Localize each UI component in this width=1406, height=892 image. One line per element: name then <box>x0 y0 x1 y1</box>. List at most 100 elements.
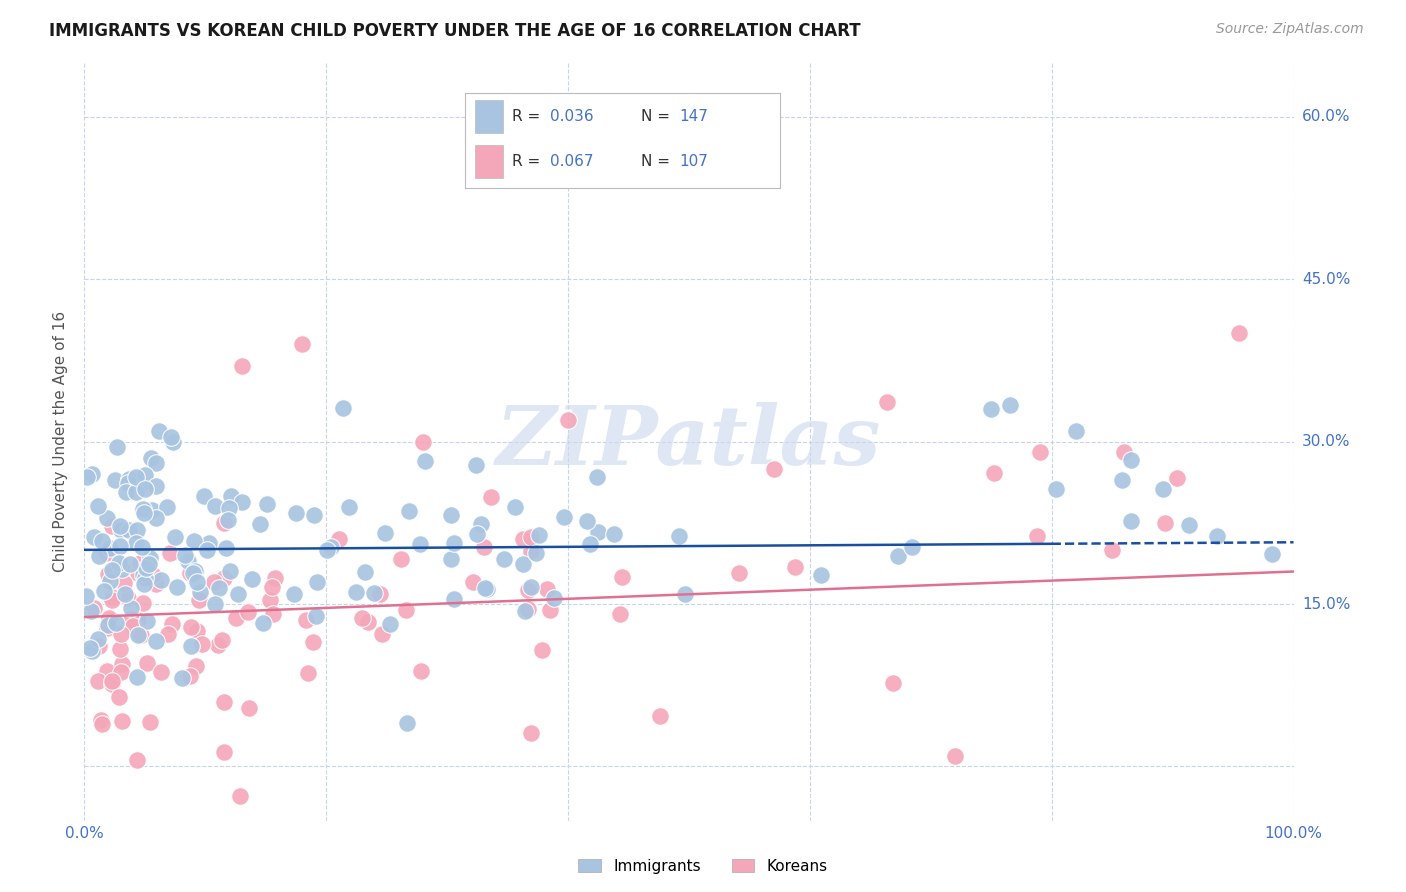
Point <box>98 541 121 555</box>
Point <box>398 504 420 518</box>
Point <box>132 577 155 591</box>
Point <box>135 561 157 575</box>
Point <box>517 602 540 616</box>
Point <box>492 552 515 566</box>
Point <box>97 618 120 632</box>
Point <box>118 557 141 571</box>
Point <box>538 603 561 617</box>
Point <box>187 593 209 607</box>
Point <box>668 528 690 542</box>
Point <box>120 600 142 615</box>
Point <box>557 413 579 427</box>
Point <box>118 523 141 537</box>
Point <box>1101 542 1123 557</box>
Point <box>132 506 155 520</box>
Point <box>225 611 247 625</box>
Point <box>603 527 626 541</box>
Point <box>575 514 598 528</box>
Point <box>98 574 121 588</box>
Point <box>145 511 167 525</box>
Point <box>256 498 278 512</box>
Point <box>578 537 600 551</box>
Point <box>260 580 283 594</box>
Point <box>96 621 118 635</box>
Point <box>395 603 418 617</box>
Point <box>259 592 281 607</box>
Point <box>585 469 607 483</box>
Point <box>108 690 131 704</box>
Point <box>165 530 187 544</box>
Point <box>125 484 148 499</box>
Point <box>186 624 208 639</box>
Point <box>127 566 149 580</box>
Point <box>1227 326 1250 340</box>
Point <box>131 502 153 516</box>
Point <box>179 566 201 580</box>
Point <box>464 458 486 472</box>
Point <box>371 627 394 641</box>
Point <box>108 641 131 656</box>
Point <box>197 536 219 550</box>
Point <box>357 615 380 630</box>
Text: IMMIGRANTS VS KOREAN CHILD POVERTY UNDER THE AGE OF 16 CORRELATION CHART: IMMIGRANTS VS KOREAN CHILD POVERTY UNDER… <box>49 22 860 40</box>
Point <box>882 675 904 690</box>
Point <box>87 673 110 688</box>
Point <box>155 500 177 514</box>
Point <box>211 633 233 648</box>
Point <box>87 549 110 564</box>
Point <box>112 576 135 591</box>
Point <box>536 582 558 596</box>
Point <box>305 574 328 589</box>
Point <box>530 642 553 657</box>
Point <box>132 596 155 610</box>
Point <box>472 541 495 555</box>
Point <box>114 587 136 601</box>
Point <box>180 620 202 634</box>
Point <box>79 640 101 655</box>
Point <box>520 530 543 544</box>
Point <box>332 401 354 415</box>
Point <box>810 567 832 582</box>
Point <box>463 574 485 589</box>
Point <box>1166 471 1188 485</box>
Point <box>195 543 218 558</box>
Point <box>475 582 498 596</box>
Point <box>80 644 103 658</box>
Point <box>368 587 391 601</box>
Point <box>150 574 173 588</box>
Point <box>472 142 495 156</box>
Point <box>148 424 170 438</box>
Point <box>76 469 98 483</box>
Point <box>215 541 238 555</box>
Point <box>156 627 179 641</box>
Point <box>648 709 671 723</box>
Point <box>240 572 263 586</box>
Point <box>134 571 156 585</box>
Point <box>145 634 167 648</box>
Point <box>409 537 432 551</box>
Point <box>980 402 1002 417</box>
Point <box>202 575 225 590</box>
Point <box>474 581 496 595</box>
Point <box>212 745 235 759</box>
Point <box>160 430 183 444</box>
Point <box>226 587 249 601</box>
Point <box>111 714 134 728</box>
Point <box>513 605 536 619</box>
Point <box>145 479 167 493</box>
Point <box>378 617 401 632</box>
Point <box>284 506 307 520</box>
Point <box>316 543 339 558</box>
Point <box>517 583 540 598</box>
Point <box>177 554 200 568</box>
Point <box>104 615 127 630</box>
Point <box>83 530 105 544</box>
Point <box>97 567 120 582</box>
Point <box>188 584 211 599</box>
Point <box>520 544 543 558</box>
Point <box>142 568 165 582</box>
Point <box>105 440 128 454</box>
Point <box>87 500 110 514</box>
Point <box>108 539 131 553</box>
Point <box>100 590 122 604</box>
